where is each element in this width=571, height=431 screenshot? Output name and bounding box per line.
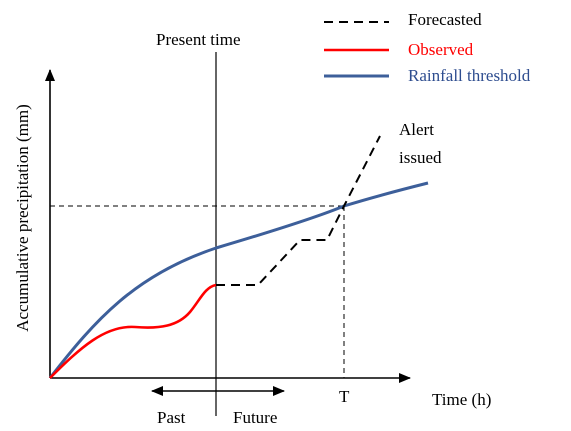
y-axis-label: Accumulative precipitation (mm)	[13, 104, 32, 332]
legend-label-forecasted: Forecasted	[408, 10, 482, 29]
present-time-label: Present time	[156, 30, 241, 49]
t-marker-label: T	[339, 387, 350, 406]
x-axis-label: Time (h)	[432, 390, 491, 409]
forecasted-curve	[216, 135, 381, 286]
legend-label-observed: Observed	[408, 40, 474, 59]
legend-label-threshold: Rainfall threshold	[408, 66, 531, 85]
alert-issued-label-line1: Alert	[399, 120, 434, 139]
observed-curve	[49, 283, 217, 379]
rainfall-threshold-curve	[48, 181, 429, 379]
alert-issued-label-line2: issued	[399, 148, 442, 167]
legend: Forecasted Observed Rainfall threshold	[324, 10, 531, 85]
past-label: Past	[157, 408, 186, 427]
future-label: Future	[233, 408, 277, 427]
